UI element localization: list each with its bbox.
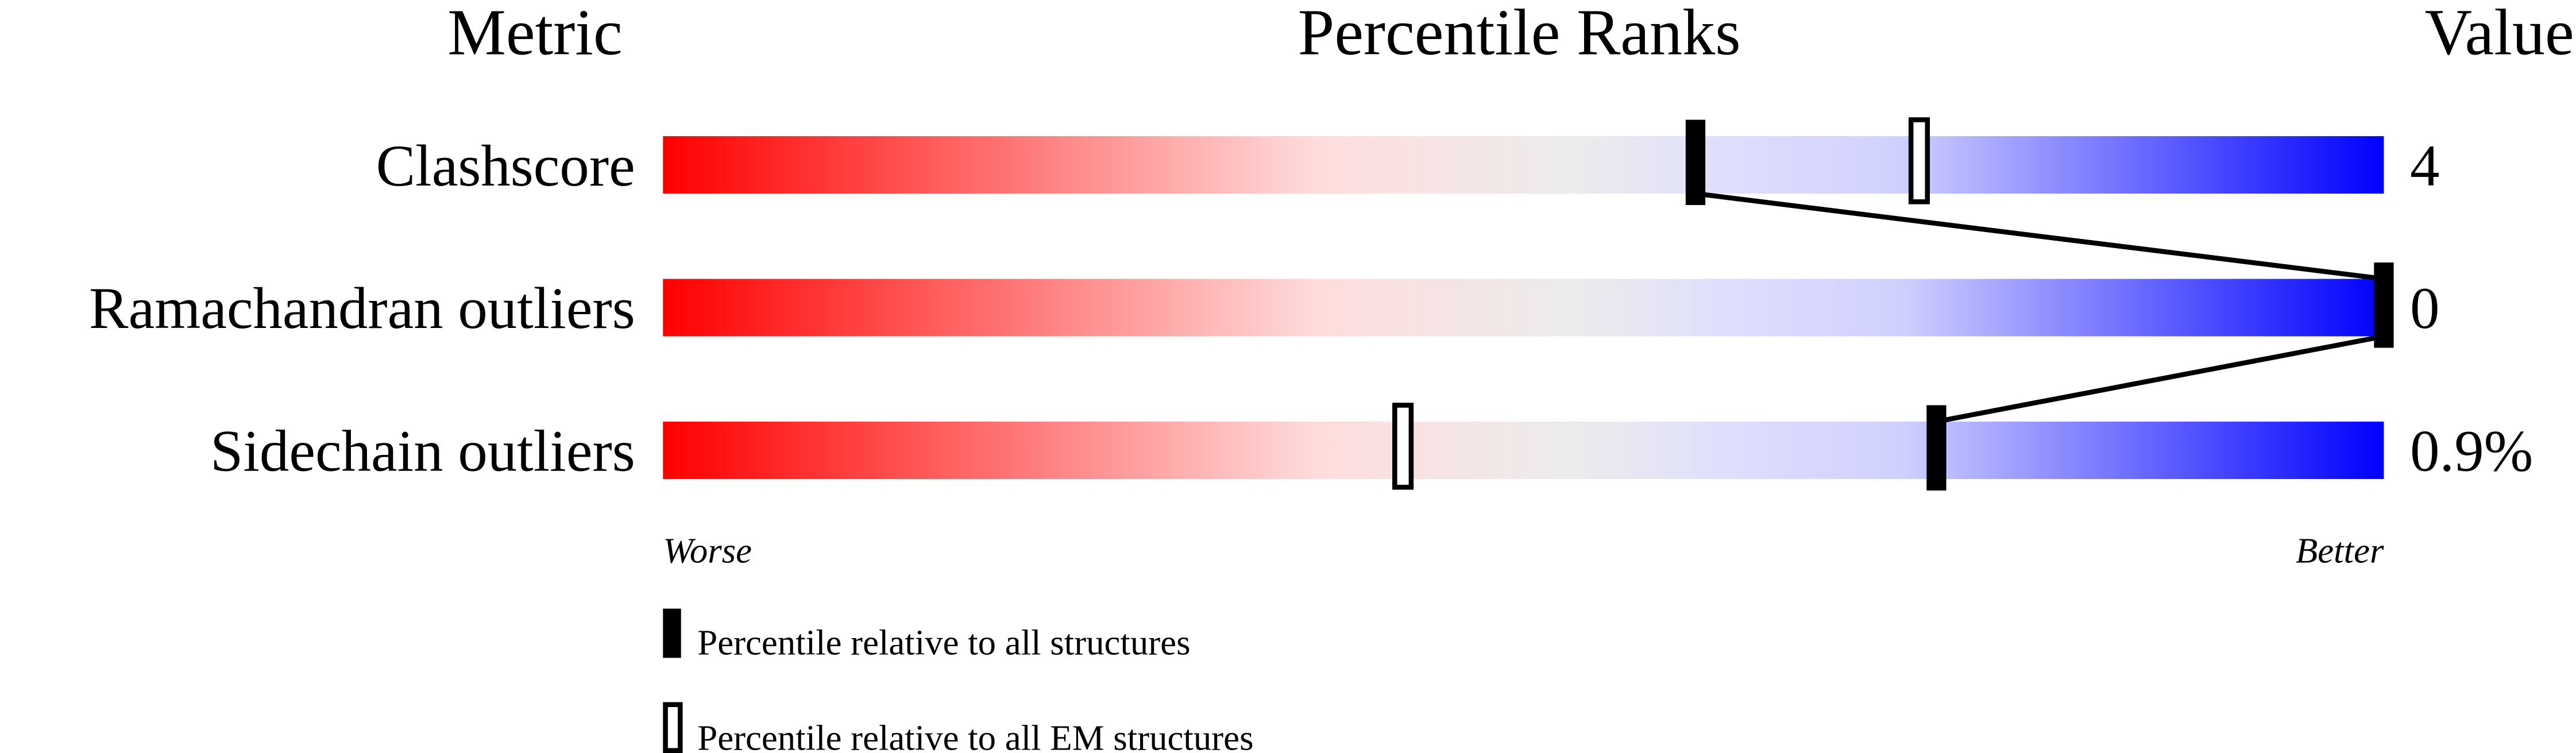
- better-label: Better: [2296, 531, 2384, 571]
- em-percentile-marker: [1908, 117, 1930, 204]
- worse-label: Worse: [663, 531, 752, 571]
- metric-value: 0.9%: [2410, 419, 2533, 484]
- all-percentile-marker: [1685, 119, 1706, 206]
- header-percentile-ranks: Percentile Ranks: [1298, 0, 1741, 68]
- legend-label-em: Percentile relative to all EM structures: [697, 717, 1253, 753]
- metric-label: Sidechain outliers: [210, 419, 635, 484]
- connector-line: [1936, 334, 2385, 424]
- metric-label: Ramachandran outliers: [89, 276, 635, 341]
- header-metric: Metric: [447, 0, 622, 68]
- all-percentile-marker: [2374, 262, 2394, 348]
- all-percentile-marker: [1926, 405, 1947, 491]
- legend-label-all: Percentile relative to all structures: [697, 623, 1190, 663]
- legend-open-marker-icon: [663, 702, 683, 753]
- metric-value: 4: [2410, 133, 2439, 199]
- metric-value: 0: [2410, 276, 2439, 341]
- em-percentile-marker: [1392, 403, 1414, 490]
- connector-line: [1695, 191, 2384, 281]
- header-value: Value: [2425, 0, 2574, 68]
- legend-filled-marker-icon: [663, 608, 681, 658]
- percentile-bar: [663, 422, 2384, 480]
- metric-label: Clashscore: [376, 133, 635, 199]
- percentile-bar: [663, 279, 2384, 337]
- percentile-bar: [663, 136, 2384, 194]
